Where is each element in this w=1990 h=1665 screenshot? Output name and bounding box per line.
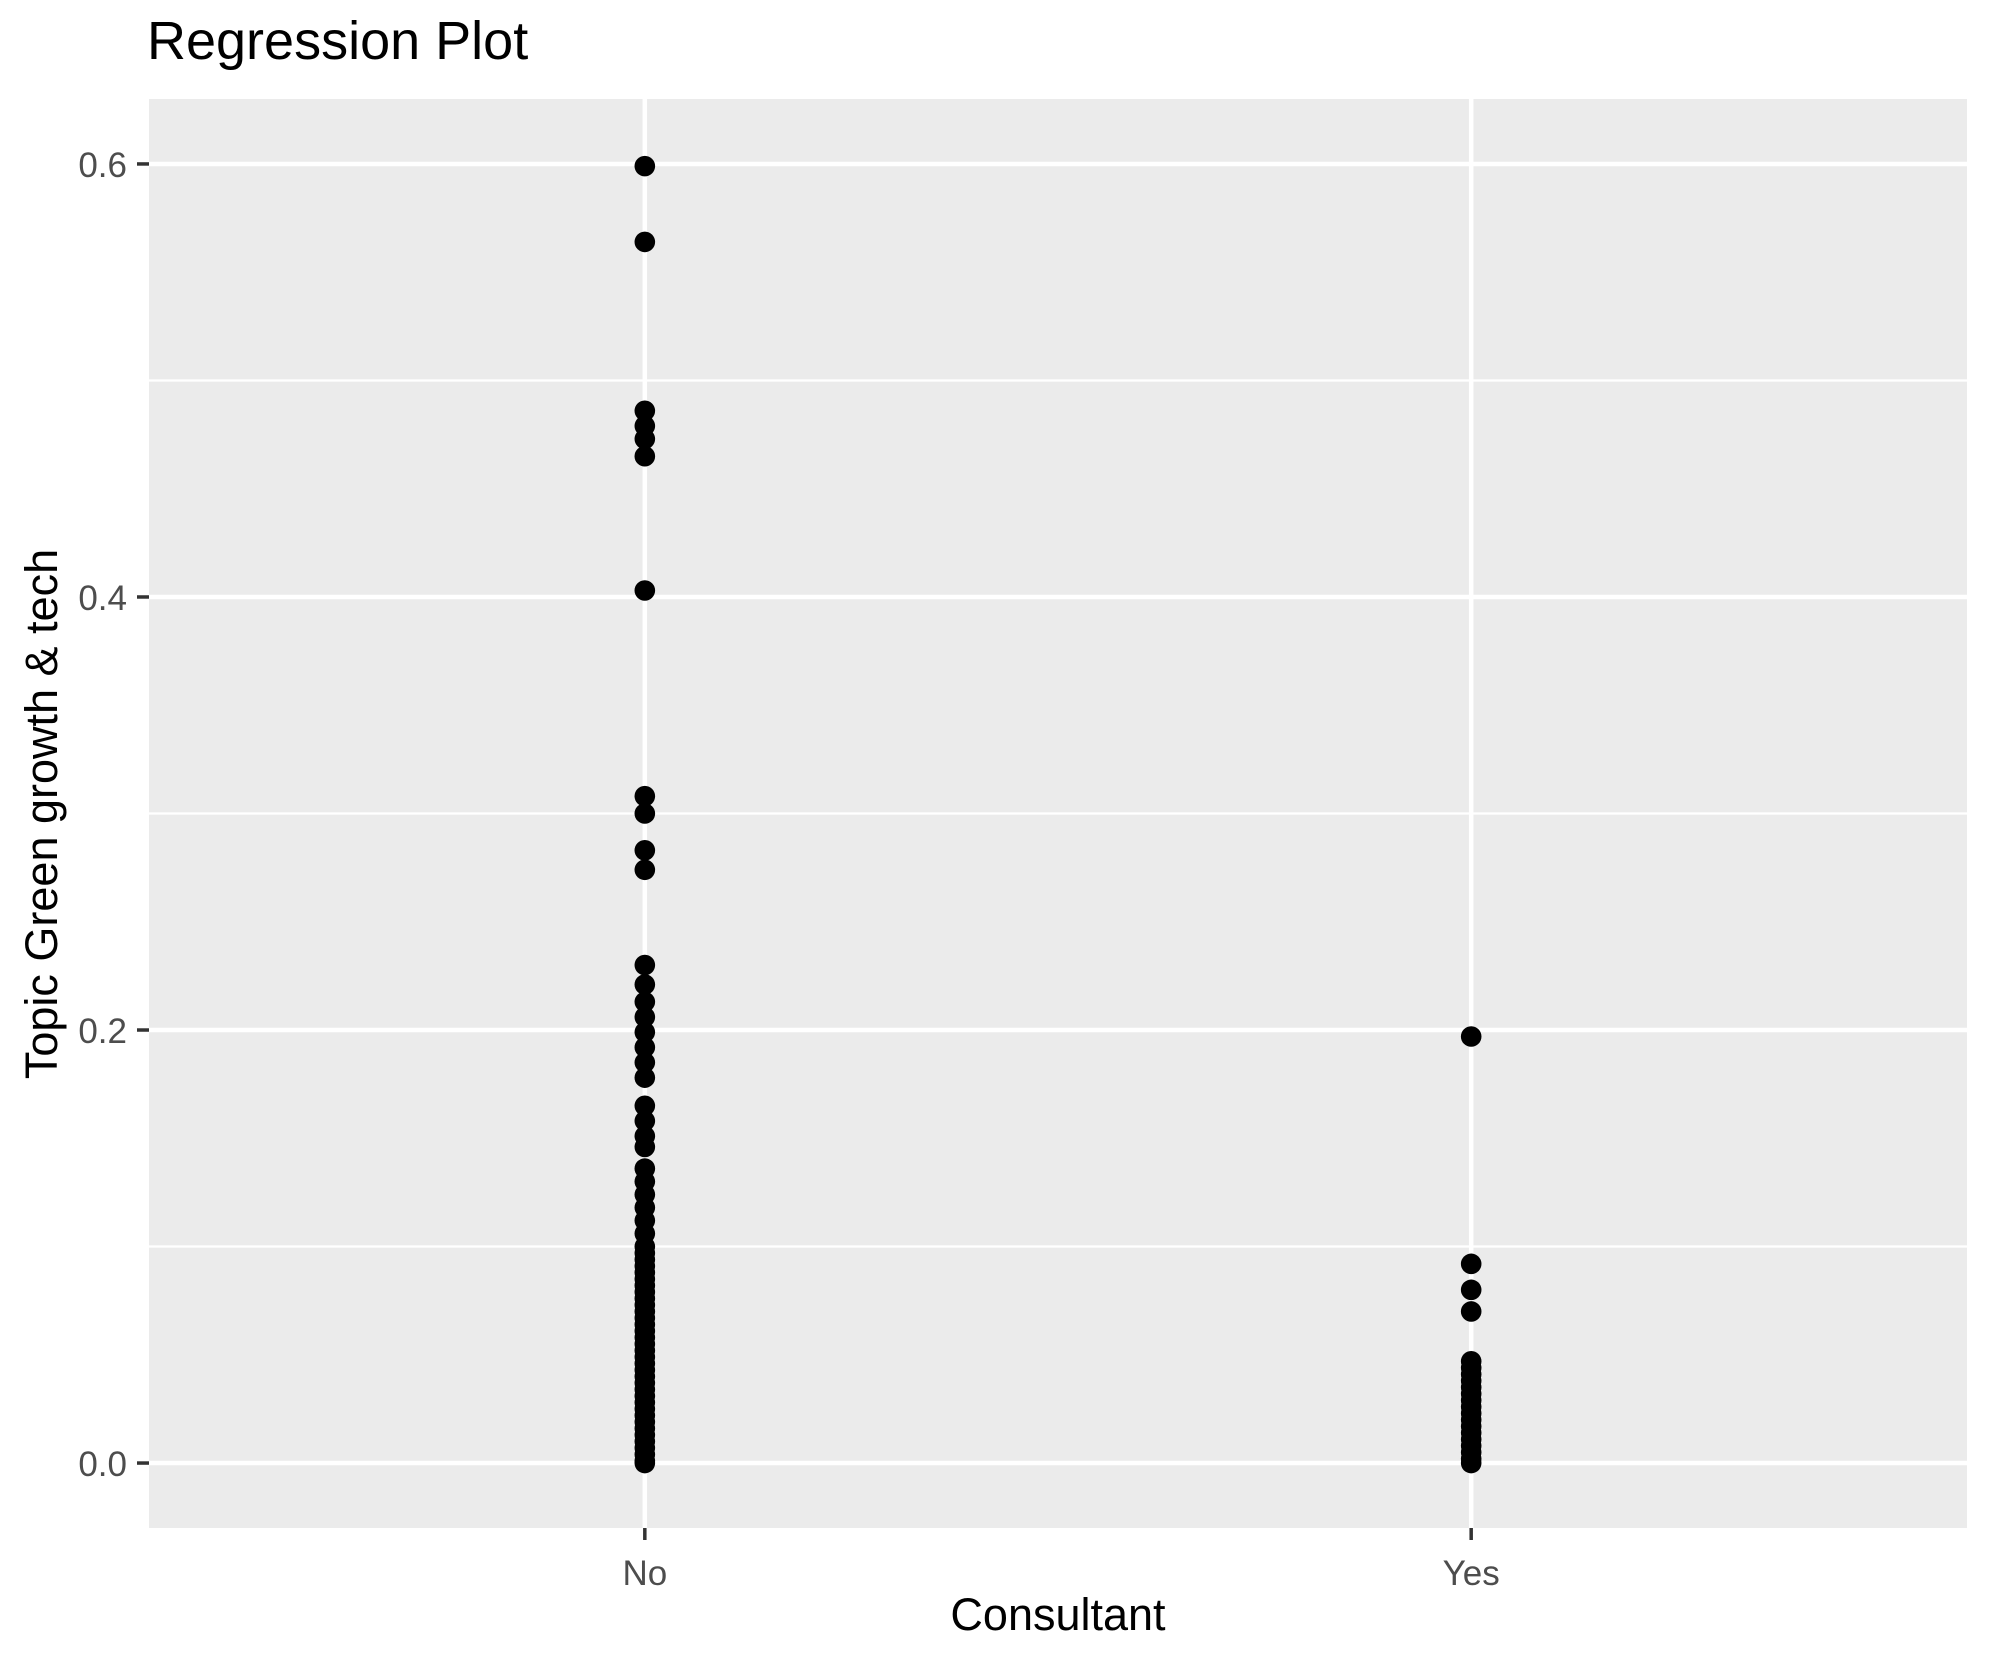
y-tick-label: 0.6 (78, 146, 127, 185)
data-point (1460, 1452, 1482, 1474)
data-point (1460, 1279, 1482, 1301)
data-point (634, 400, 656, 422)
x-tick-label-no: No (622, 1554, 667, 1593)
data-point (634, 1452, 656, 1474)
x-axis-title: Consultant (950, 1589, 1166, 1640)
data-point (634, 803, 656, 824)
data-point (634, 445, 656, 467)
data-point (634, 1110, 656, 1132)
x-tick-label-yes: Yes (1443, 1554, 1500, 1593)
data-point (634, 859, 656, 881)
data-point (634, 428, 656, 450)
data-point (634, 1095, 656, 1117)
data-point (634, 155, 656, 177)
data-point (634, 1136, 656, 1158)
data-point (634, 231, 656, 253)
y-tick-label: 0.2 (78, 1012, 127, 1051)
data-point (634, 991, 656, 1013)
data-point (634, 1006, 656, 1028)
data-point (634, 1052, 656, 1073)
data-point (1460, 1026, 1482, 1047)
data-point (634, 580, 656, 601)
y-tick-label: 0.4 (78, 579, 127, 618)
data-point (634, 840, 656, 861)
data-point (634, 1037, 656, 1058)
plot-title: Regression Plot (147, 11, 529, 71)
data-point (1460, 1253, 1482, 1275)
y-tick-label: 0.0 (78, 1445, 127, 1484)
data-point (634, 954, 656, 976)
data-point (1460, 1301, 1482, 1322)
data-point (634, 1021, 656, 1043)
data-point (634, 974, 656, 995)
data-point (634, 1067, 656, 1088)
data-point (634, 785, 656, 807)
